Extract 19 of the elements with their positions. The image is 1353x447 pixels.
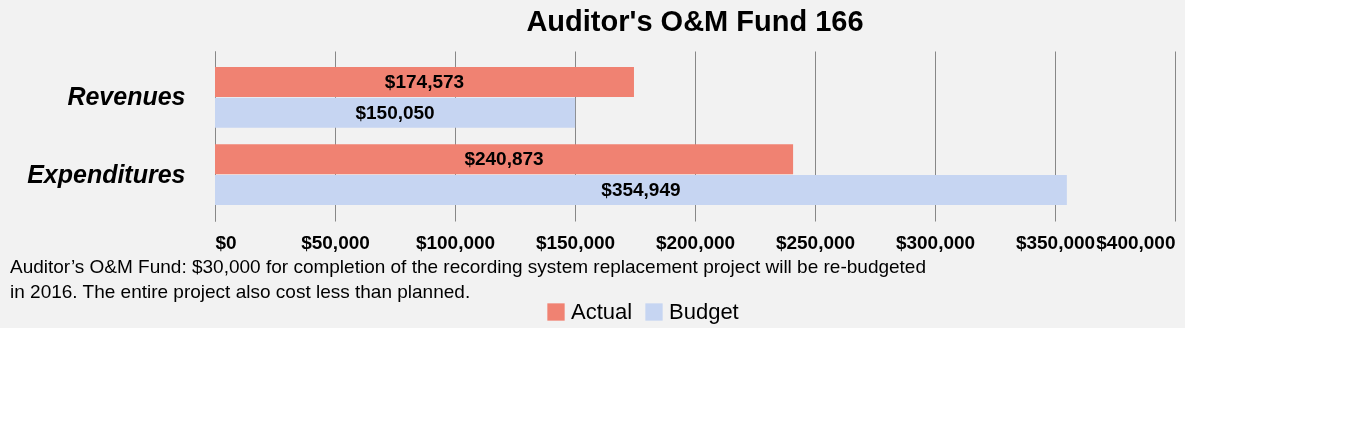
legend-label: Budget [669,299,739,324]
x-tick-label: $400,000 [1096,231,1176,253]
y-tick-label: Revenues [67,82,186,111]
chart-title: Auditor's O&M Fund 166 [526,5,864,37]
x-tick-label: $300,000 [895,231,976,253]
text: Auditor’s O&M Fund: $30,000 for completion of the recording system replacement project will be re-budgeted in 2016. The entire project also cost less than planned. [10,256,926,302]
x-tick-label: $100,000 [415,231,496,253]
x-tick-label: $350,000 [1015,231,1096,253]
data-label: $240,873 [464,148,544,170]
y-tick-label: Expenditures [27,159,186,188]
legend-label: Actual [571,299,633,324]
data-label: $150,050 [355,101,435,123]
data-label: $354,949 [601,179,681,201]
x-tick-label: $150,000 [535,231,616,253]
x-tick-label: $50,000 [301,231,370,253]
x-tick-label: $0 [215,231,237,253]
x-tick-label: $200,000 [655,231,736,253]
data-label: $174,573 [384,70,465,92]
x-tick-label: $250,000 [775,231,856,253]
